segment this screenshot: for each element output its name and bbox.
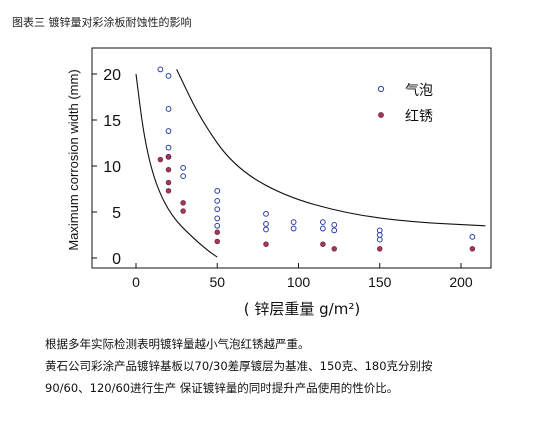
red-rust-point — [180, 200, 186, 206]
blister-point — [263, 226, 269, 233]
red-rust-point — [331, 246, 337, 252]
y-tick-label: 0 — [112, 251, 121, 268]
red-rust-point — [165, 154, 172, 160]
envelope-curves — [135, 69, 486, 258]
legend-marker — [377, 85, 385, 93]
y-tick-label: 20 — [103, 67, 121, 84]
blister-point — [263, 210, 269, 217]
legend-label: 红锈 — [405, 109, 433, 125]
blister-point — [263, 221, 269, 227]
x-axis-label: ( 锌层重量 g/m²) — [244, 300, 360, 318]
legend-label: 气泡 — [405, 83, 433, 99]
blister-point — [214, 187, 221, 194]
red-rust-point — [263, 241, 269, 247]
red-rust-point — [214, 238, 220, 245]
blister-point — [331, 227, 338, 234]
blister-point — [165, 72, 172, 79]
blister-point — [469, 233, 476, 240]
envelope-curve-lower — [135, 73, 218, 258]
red-rust-point — [377, 246, 383, 252]
y-tick-label: 10 — [103, 159, 121, 176]
y-tick-label: 5 — [112, 205, 121, 222]
blister-point — [214, 215, 221, 222]
x-tick-label: 0 — [132, 274, 140, 290]
red-rust-point — [157, 156, 164, 163]
blister-point — [331, 221, 338, 228]
y-axis-ticks: 0 5 10 15 20 — [92, 67, 121, 268]
red-rust-point — [165, 179, 172, 186]
red-rust-point — [214, 229, 220, 235]
blister-point — [319, 219, 326, 226]
red-rust-point — [165, 166, 172, 173]
note-line-3: 90/60、120/60进行生产 保证镀锌量的同时提升产品使用的性价比。 — [45, 381, 399, 395]
blister-point — [165, 144, 172, 151]
blister-point — [376, 232, 383, 238]
legend-marker — [378, 112, 384, 118]
figure-caption: 图表三 镀锌量对彩涂板耐蚀性的影响 — [12, 16, 192, 29]
y-axis-label: Maximum corrosion width (mm) — [66, 69, 81, 250]
blister-point — [214, 206, 221, 213]
plot-frame — [91, 47, 492, 269]
legend: 气泡红锈 — [377, 83, 433, 125]
red-rust-point — [320, 241, 326, 247]
x-tick-label: 200 — [449, 274, 473, 290]
blister-point — [290, 219, 297, 226]
y-tick-label: 15 — [103, 113, 121, 130]
red-rust-point — [180, 208, 186, 214]
corrosion-scatter-chart: 0 50 100 150 200 0 5 10 15 20 气泡红锈 Maximum corro… — [66, 47, 492, 318]
blister-point — [165, 128, 172, 134]
envelope-curve-upper — [176, 69, 486, 227]
blister-point — [180, 164, 187, 171]
red-rust-point — [165, 188, 172, 194]
red-rust-point — [469, 246, 476, 252]
blister-point — [376, 236, 383, 243]
note-line-2: 黄石公司彩涂产品镀锌基板以70/30差厚镀层为基准、150克、180克分别按 — [45, 359, 433, 373]
x-axis-ticks: 0 50 100 150 200 — [132, 263, 473, 290]
x-tick-label: 100 — [287, 274, 311, 290]
blister-point — [376, 227, 383, 234]
note-line-1: 根据多年实际检测表明镀锌量越小气泡红锈越严重。 — [45, 337, 310, 351]
x-tick-label: 150 — [368, 274, 392, 290]
blister-point — [290, 225, 297, 232]
x-tick-label: 50 — [209, 274, 225, 290]
blister-point — [319, 225, 326, 232]
blister-point — [180, 173, 187, 180]
data-points — [157, 66, 476, 252]
blister-point — [214, 198, 221, 204]
blister-point — [157, 66, 164, 73]
blister-point — [214, 222, 221, 229]
blister-point — [165, 106, 172, 112]
